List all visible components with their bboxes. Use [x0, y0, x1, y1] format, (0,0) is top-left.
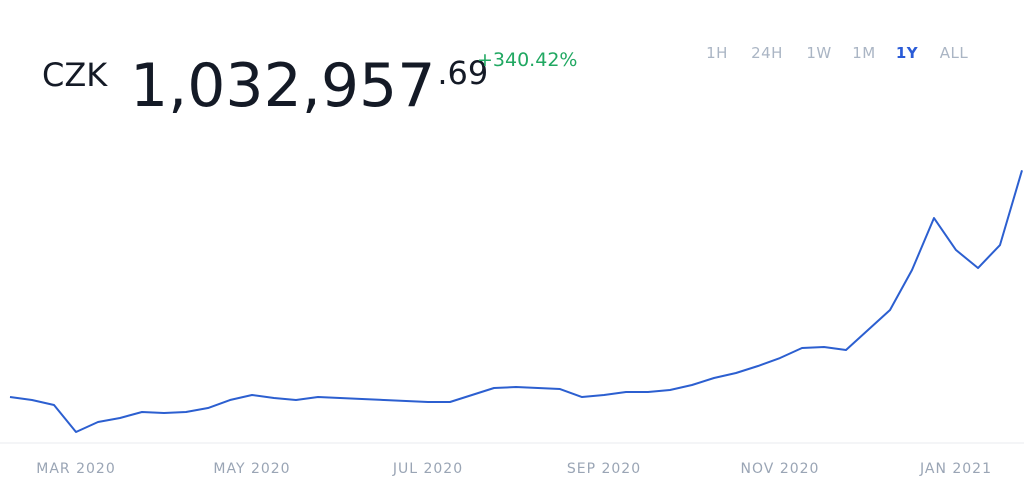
x-tick-label: MAY 2020: [213, 461, 290, 477]
range-button[interactable]: 1Y: [896, 44, 919, 62]
range-buttons: 1H 24H 1W 1M 1Y ALL: [706, 44, 968, 62]
range-button[interactable]: ALL: [940, 44, 969, 62]
x-tick-label: SEP 2020: [567, 461, 641, 477]
price-main: 1,032,957: [130, 51, 435, 121]
price-line: [9, 170, 1023, 434]
range-button[interactable]: 1M: [852, 44, 876, 62]
price-change: +340.42%: [477, 49, 577, 71]
x-tick-label: JUL 2020: [392, 461, 463, 477]
range-button[interactable]: 1W: [806, 44, 831, 62]
x-tick-label: JAN 2021: [919, 461, 992, 477]
plot: MAR 2020 MAY 2020 JUL 2020 SEP 2020 NOV 2020…: [9, 170, 1023, 477]
x-tick-label: NOV 2020: [741, 461, 820, 477]
range-button[interactable]: 24H: [751, 44, 783, 62]
currency: CZK: [42, 56, 108, 94]
x-tick-label: MAR 2020: [36, 461, 115, 477]
price-cents: .69: [437, 54, 488, 92]
range-button[interactable]: 1H: [706, 44, 728, 62]
